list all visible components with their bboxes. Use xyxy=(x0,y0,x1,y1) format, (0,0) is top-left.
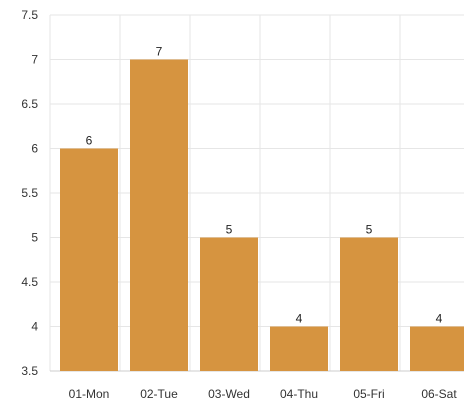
y-tick-label: 3.5 xyxy=(21,364,38,378)
y-tick-label: 6.5 xyxy=(21,97,38,111)
y-tick-label: 4.5 xyxy=(21,275,38,289)
y-tick-label: 4 xyxy=(31,320,38,334)
x-tick-label: 01-Mon xyxy=(69,387,110,401)
x-tick-label: 05-Fri xyxy=(353,387,384,401)
x-tick-label: 06-Sat xyxy=(421,387,457,401)
bars-layer xyxy=(60,59,464,372)
bar-04-thu[interactable] xyxy=(270,326,328,372)
y-tick-label: 7 xyxy=(31,53,38,67)
data-label: 4 xyxy=(436,312,443,326)
bar-05-fri[interactable] xyxy=(340,237,398,372)
y-tick-label: 7.5 xyxy=(21,8,38,22)
bar-03-wed[interactable] xyxy=(200,237,258,372)
x-tick-label: 04-Thu xyxy=(280,387,318,401)
data-labels: 6 7 5 4 5 4 xyxy=(86,45,443,326)
data-label: 5 xyxy=(226,223,233,237)
x-axis-labels: 01-Mon 02-Tue 03-Wed 04-Thu 05-Fri 06-Sat xyxy=(69,387,458,401)
x-tick-label: 03-Wed xyxy=(208,387,250,401)
y-tick-label: 5.5 xyxy=(21,186,38,200)
data-label: 6 xyxy=(86,134,93,148)
bar-06-sat[interactable] xyxy=(410,326,464,372)
y-tick-label: 6 xyxy=(31,142,38,156)
y-axis-labels: 3.5 4 4.5 5 5.5 6 6.5 7 7.5 xyxy=(21,8,38,378)
data-label: 4 xyxy=(296,312,303,326)
bar-02-tue[interactable] xyxy=(130,59,188,372)
grid-layer xyxy=(49,14,464,372)
y-tick-label: 5 xyxy=(31,231,38,245)
bar-01-mon[interactable] xyxy=(60,148,118,372)
x-tick-label: 02-Tue xyxy=(140,387,178,401)
data-label: 7 xyxy=(156,45,163,59)
data-label: 5 xyxy=(366,223,373,237)
